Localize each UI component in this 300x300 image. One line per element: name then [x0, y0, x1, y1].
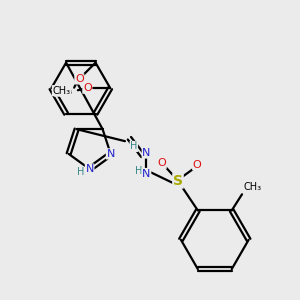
- Text: N: N: [142, 148, 151, 158]
- Text: CH₃: CH₃: [244, 182, 262, 192]
- Text: O: O: [158, 158, 166, 168]
- Text: H: H: [130, 142, 137, 152]
- Text: N: N: [142, 169, 151, 178]
- Text: N: N: [85, 164, 94, 174]
- Text: O: O: [75, 74, 84, 84]
- Text: H: H: [134, 166, 142, 176]
- Text: S: S: [173, 174, 183, 188]
- Text: O: O: [83, 83, 92, 93]
- Text: H: H: [76, 167, 84, 177]
- Text: N: N: [106, 149, 115, 159]
- Text: CH₃: CH₃: [54, 86, 73, 96]
- Text: CH₃: CH₃: [52, 85, 70, 96]
- Text: O: O: [193, 160, 202, 170]
